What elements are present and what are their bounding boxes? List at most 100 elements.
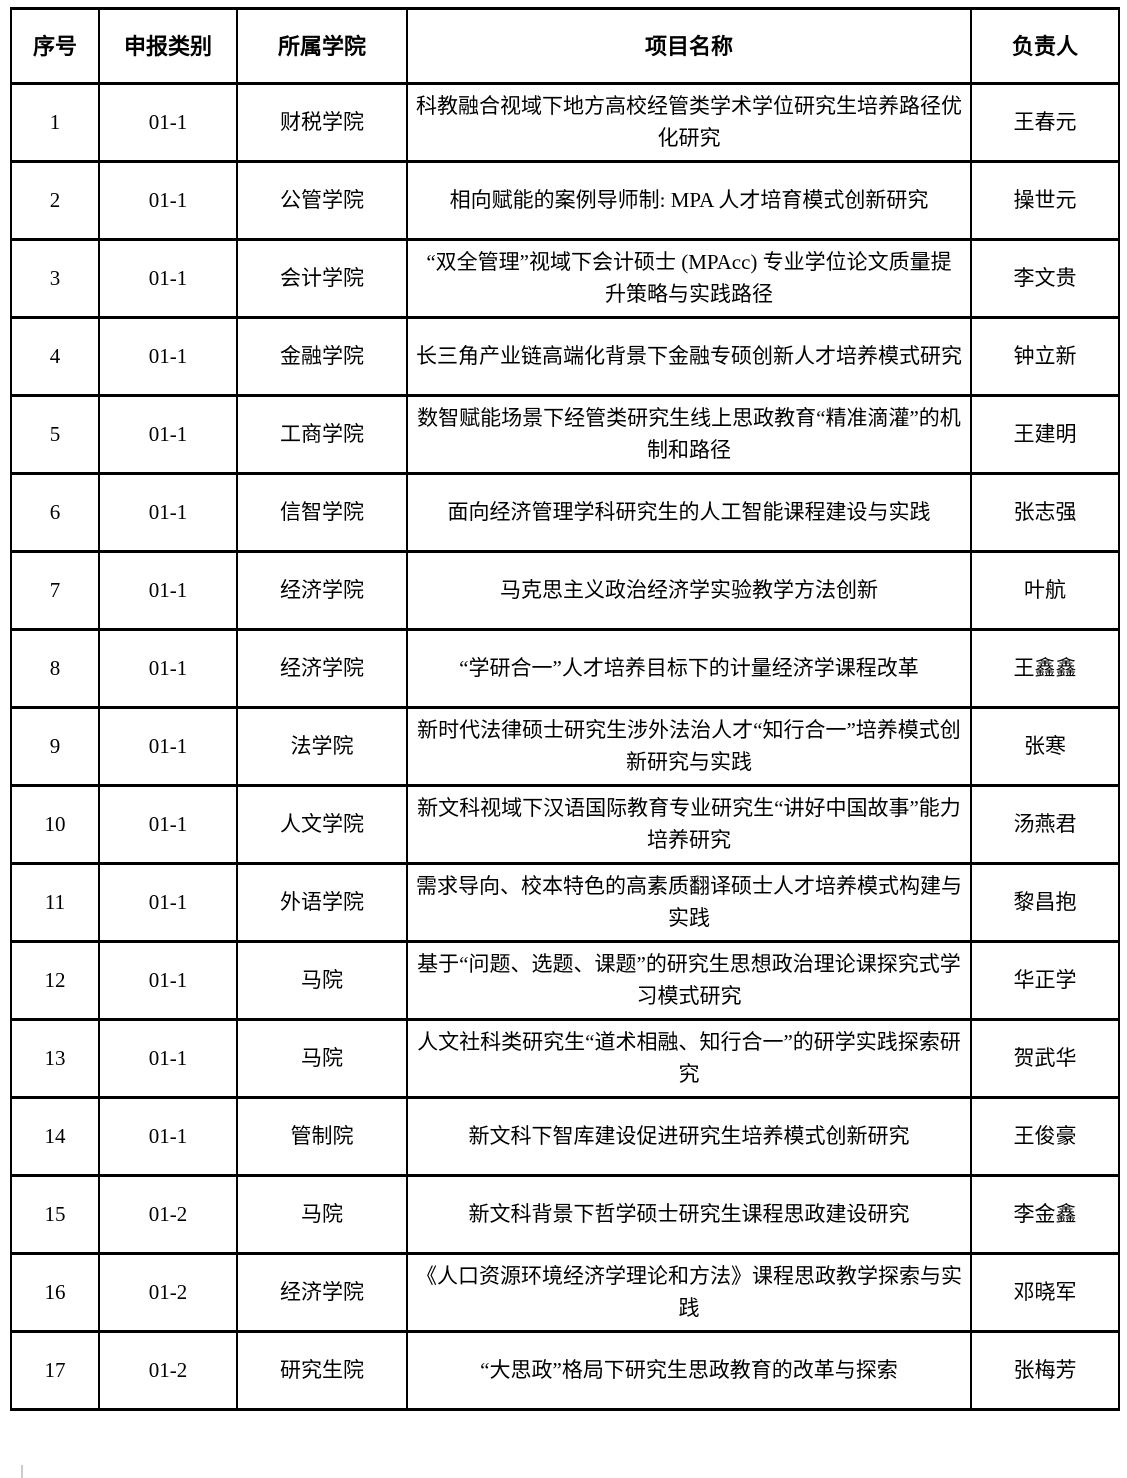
cell-project: 数智赋能场景下经管类研究生线上思政教育“精准滴灌”的机制和路径 [406, 394, 972, 475]
cell-college: 经济学院 [236, 1252, 408, 1333]
cell-project: 长三角产业链高端化背景下金融专硕创新人才培养模式研究 [406, 316, 972, 397]
cell-project: 马克思主义政治经济学实验教学方法创新 [406, 550, 972, 631]
cell-category: 01-2 [98, 1252, 238, 1333]
cell-category: 01-1 [98, 550, 238, 631]
cell-college: 马院 [236, 1174, 408, 1255]
cell-project: “学研合一”人才培养目标下的计量经济学课程改革 [406, 628, 972, 709]
document-page: 序号 申报类别 所属学院 项目名称 负责人 1 01-1 财税学院 科教融合视域… [10, 7, 1120, 1478]
cell-index: 8 [10, 628, 100, 709]
cell-project: 需求导向、校本特色的高素质翻译硕士人才培养模式构建与实践 [406, 862, 972, 943]
cell-leader: 李金鑫 [970, 1174, 1120, 1255]
cell-leader: 黎昌抱 [970, 862, 1120, 943]
projects-table: 序号 申报类别 所属学院 项目名称 负责人 1 01-1 财税学院 科教融合视域… [10, 7, 1120, 1411]
cell-category: 01-1 [98, 1096, 238, 1177]
cell-category: 01-1 [98, 784, 238, 865]
cell-college: 研究生院 [236, 1330, 408, 1411]
cell-project: 新文科背景下哲学硕士研究生课程思政建设研究 [406, 1174, 972, 1255]
cell-college: 金融学院 [236, 316, 408, 397]
table-row: 4 01-1 金融学院 长三角产业链高端化背景下金融专硕创新人才培养模式研究 钟… [10, 316, 1120, 397]
cell-college: 法学院 [236, 706, 408, 787]
cell-category: 01-1 [98, 316, 238, 397]
table-row: 8 01-1 经济学院 “学研合一”人才培养目标下的计量经济学课程改革 王鑫鑫 [10, 628, 1120, 709]
cell-leader: 王建明 [970, 394, 1120, 475]
cell-category: 01-1 [98, 472, 238, 553]
cell-college: 工商学院 [236, 394, 408, 475]
cell-leader: 王鑫鑫 [970, 628, 1120, 709]
cell-category: 01-1 [98, 82, 238, 163]
cell-index: 3 [10, 238, 100, 319]
table-row: 6 01-1 信智学院 面向经济管理学科研究生的人工智能课程建设与实践 张志强 [10, 472, 1120, 553]
page-edge-artifact [21, 1465, 23, 1478]
cell-index: 7 [10, 550, 100, 631]
cell-college: 人文学院 [236, 784, 408, 865]
table-row: 16 01-2 经济学院 《人口资源环境经济学理论和方法》课程思政教学探索与实践… [10, 1252, 1120, 1333]
cell-leader: 王俊豪 [970, 1096, 1120, 1177]
cell-index: 17 [10, 1330, 100, 1411]
cell-index: 11 [10, 862, 100, 943]
cell-index: 15 [10, 1174, 100, 1255]
cell-college: 管制院 [236, 1096, 408, 1177]
cell-index: 2 [10, 160, 100, 241]
table-row: 15 01-2 马院 新文科背景下哲学硕士研究生课程思政建设研究 李金鑫 [10, 1174, 1120, 1255]
cell-leader: 张梅芳 [970, 1330, 1120, 1411]
column-header-category: 申报类别 [98, 7, 238, 85]
cell-project: 基于“问题、选题、课题”的研究生思想政治理论课探究式学习模式研究 [406, 940, 972, 1021]
cell-index: 16 [10, 1252, 100, 1333]
cell-leader: 邓晓军 [970, 1252, 1120, 1333]
cell-leader: 贺武华 [970, 1018, 1120, 1099]
cell-index: 5 [10, 394, 100, 475]
table-row: 14 01-1 管制院 新文科下智库建设促进研究生培养模式创新研究 王俊豪 [10, 1096, 1120, 1177]
cell-category: 01-2 [98, 1330, 238, 1411]
cell-index: 12 [10, 940, 100, 1021]
cell-category: 01-1 [98, 1018, 238, 1099]
cell-leader: 叶航 [970, 550, 1120, 631]
cell-project: 《人口资源环境经济学理论和方法》课程思政教学探索与实践 [406, 1252, 972, 1333]
cell-college: 经济学院 [236, 550, 408, 631]
cell-leader: 张寒 [970, 706, 1120, 787]
table-row: 12 01-1 马院 基于“问题、选题、课题”的研究生思想政治理论课探究式学习模… [10, 940, 1120, 1021]
cell-leader: 张志强 [970, 472, 1120, 553]
column-header-project: 项目名称 [406, 7, 972, 85]
cell-college: 信智学院 [236, 472, 408, 553]
cell-leader: 李文贵 [970, 238, 1120, 319]
cell-leader: 钟立新 [970, 316, 1120, 397]
cell-index: 1 [10, 82, 100, 163]
cell-index: 10 [10, 784, 100, 865]
cell-category: 01-1 [98, 160, 238, 241]
cell-project: 新时代法律硕士研究生涉外法治人才“知行合一”培养模式创新研究与实践 [406, 706, 972, 787]
cell-category: 01-1 [98, 940, 238, 1021]
cell-college: 外语学院 [236, 862, 408, 943]
table-row: 3 01-1 会计学院 “双全管理”视域下会计硕士 (MPAcc) 专业学位论文… [10, 238, 1120, 319]
cell-college: 马院 [236, 940, 408, 1021]
cell-college: 经济学院 [236, 628, 408, 709]
cell-project: “双全管理”视域下会计硕士 (MPAcc) 专业学位论文质量提升策略与实践路径 [406, 238, 972, 319]
cell-category: 01-1 [98, 706, 238, 787]
cell-college: 马院 [236, 1018, 408, 1099]
column-header-index: 序号 [10, 7, 100, 85]
table-row: 13 01-1 马院 人文社科类研究生“道术相融、知行合一”的研学实践探索研究 … [10, 1018, 1120, 1099]
cell-leader: 王春元 [970, 82, 1120, 163]
cell-index: 9 [10, 706, 100, 787]
cell-college: 公管学院 [236, 160, 408, 241]
cell-category: 01-1 [98, 238, 238, 319]
cell-project: 新文科视域下汉语国际教育专业研究生“讲好中国故事”能力培养研究 [406, 784, 972, 865]
cell-index: 14 [10, 1096, 100, 1177]
cell-leader: 操世元 [970, 160, 1120, 241]
cell-leader: 华正学 [970, 940, 1120, 1021]
cell-index: 4 [10, 316, 100, 397]
table-row: 1 01-1 财税学院 科教融合视域下地方高校经管类学术学位研究生培养路径优化研… [10, 82, 1120, 163]
header-row: 序号 申报类别 所属学院 项目名称 负责人 [10, 7, 1120, 85]
column-header-leader: 负责人 [970, 7, 1120, 85]
table-row: 11 01-1 外语学院 需求导向、校本特色的高素质翻译硕士人才培养模式构建与实… [10, 862, 1120, 943]
cell-category: 01-1 [98, 394, 238, 475]
cell-index: 13 [10, 1018, 100, 1099]
cell-project: 科教融合视域下地方高校经管类学术学位研究生培养路径优化研究 [406, 82, 972, 163]
table-row: 2 01-1 公管学院 相向赋能的案例导师制: MPA 人才培育模式创新研究 操… [10, 160, 1120, 241]
cell-college: 财税学院 [236, 82, 408, 163]
table-row: 5 01-1 工商学院 数智赋能场景下经管类研究生线上思政教育“精准滴灌”的机制… [10, 394, 1120, 475]
cell-project: 相向赋能的案例导师制: MPA 人才培育模式创新研究 [406, 160, 972, 241]
cell-college: 会计学院 [236, 238, 408, 319]
table-row: 9 01-1 法学院 新时代法律硕士研究生涉外法治人才“知行合一”培养模式创新研… [10, 706, 1120, 787]
cell-project: 人文社科类研究生“道术相融、知行合一”的研学实践探索研究 [406, 1018, 972, 1099]
cell-category: 01-1 [98, 628, 238, 709]
